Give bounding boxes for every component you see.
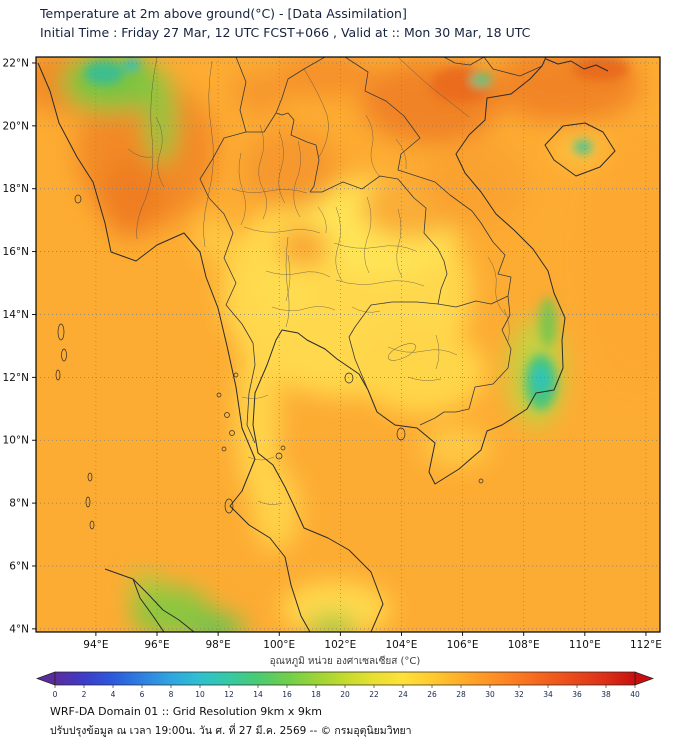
river-salween	[203, 60, 214, 248]
colorbar: 0 2 4 6 8 10 12 14 16 18 20 22 24 26 28 30 32 34 36 38 40	[35, 671, 655, 702]
longitude-tick-label: 100°E	[263, 639, 295, 651]
hainan-island	[544, 122, 616, 177]
colorbar-tick-label: 12	[224, 690, 234, 699]
colorbar-tick-label: 6	[140, 690, 145, 699]
colorbar-tick-label: 0	[53, 690, 58, 699]
longitude-tick-label: 96°E	[144, 639, 169, 651]
colorbar-tick-label: 40	[630, 690, 640, 699]
grid-lines	[36, 57, 660, 632]
coastline-china	[545, 58, 609, 72]
colorbar-tick-label: 18	[311, 690, 321, 699]
page-subtitle: Initial Time : Friday 27 Mar, 12 UTC FCS…	[40, 25, 531, 40]
map-frame	[35, 56, 661, 633]
colorbar-tick-label: 32	[514, 690, 524, 699]
colorbar-tick-label: 36	[572, 690, 582, 699]
colorbar-title: อุณหภูมิ หน่วย องศาเซลเซียส (°C)	[269, 656, 421, 667]
axis-labels: 94°E 96°E 98°E 100°E 102°E 104°E 106°E 108°E 110…	[3, 57, 662, 651]
latitude-tick-label: 18°N	[3, 183, 29, 195]
latitude-tick-label: 20°N	[3, 120, 29, 132]
border-mekong-northeast	[310, 175, 448, 305]
colorbar-arrow-max	[634, 671, 655, 686]
colorbar-tick-label: 20	[340, 690, 350, 699]
islands	[55, 194, 484, 530]
colorbar-arrow-min	[35, 671, 56, 686]
colorbar-tick-label: 34	[543, 690, 553, 699]
coastlines	[37, 57, 616, 632]
colorbar-tick-label: 26	[427, 690, 437, 699]
longitude-tick-label: 106°E	[447, 639, 479, 651]
longitude-tick-label: 102°E	[324, 639, 356, 651]
colorbar-tick-label: 16	[282, 690, 292, 699]
latitude-tick-label: 22°N	[3, 57, 29, 69]
coastline-sumatra	[104, 568, 195, 632]
rivers-and-lakes	[136, 57, 470, 361]
border-myanmar-china	[235, 57, 247, 133]
map-container: 94°E 96°E 98°E 100°E 102°E 104°E 106°E 108°E 110…	[3, 56, 662, 651]
longitude-tick-label: 112°E	[630, 639, 662, 651]
latitude-tick-label: 10°N	[3, 435, 29, 447]
colorbar-tick-label: 24	[398, 690, 408, 699]
longitude-tick-label: 110°E	[569, 639, 601, 651]
border-cambodia-vietnam	[419, 295, 512, 426]
colorbar-tick-label: 22	[369, 690, 379, 699]
coastline-east	[252, 57, 566, 632]
river-mekong-upper	[303, 68, 329, 158]
latitude-tick-label: 12°N	[3, 372, 29, 384]
page-title: Temperature at 2m above ground(°C) - [Da…	[40, 6, 407, 21]
border-laos-vietnam	[344, 57, 512, 297]
footer-domain-info: WRF-DA Domain 01 :: Grid Resolution 9km …	[50, 705, 322, 718]
temperature-field-details	[84, 57, 629, 410]
temperature-map: 94°E 96°E 98°E 100°E 102°E 104°E 106°E 108°E 110…	[3, 56, 662, 651]
colorbar-ticks: 0 2 4 6 8 10 12 14 16 18 20 22 24 26 28 30 32 34 36 38 40	[53, 685, 640, 699]
river-red	[397, 57, 470, 118]
river-chao-phraya	[285, 236, 290, 328]
latitude-tick-label: 8°N	[9, 498, 29, 510]
country-borders	[199, 57, 543, 444]
footer-update-info: ปรับปรุงข้อมูล ณ เวลา 19:00น. วัน ศ. ที่…	[50, 725, 412, 737]
colorbar-gradient	[54, 671, 636, 686]
colorbar-tick-label: 10	[195, 690, 205, 699]
lake-tonle-sap	[387, 343, 417, 361]
border-laos-cambodia	[437, 295, 509, 308]
latitude-tick-label: 6°N	[9, 560, 29, 572]
border-china-vietnam	[443, 57, 543, 77]
border-thailand-cambodia	[348, 301, 439, 391]
colorbar-tick-label: 28	[456, 690, 466, 699]
colorbar-tick-label: 4	[111, 690, 116, 699]
colorbar-tick-label: 2	[82, 690, 87, 699]
colorbar-tick-label: 38	[601, 690, 611, 699]
longitude-tick-label: 98°E	[206, 639, 231, 651]
latitude-tick-label: 14°N	[3, 309, 29, 321]
border-laos-china	[275, 57, 326, 114]
longitude-tick-label: 104°E	[386, 639, 418, 651]
colorbar-tick-label: 30	[485, 690, 495, 699]
province-borders	[127, 114, 510, 505]
colorbar-tick-label: 14	[253, 690, 263, 699]
latitude-tick-label: 4°N	[9, 623, 29, 635]
colorbar-tick-label: 8	[169, 690, 174, 699]
latitude-tick-label: 16°N	[3, 246, 29, 258]
border-thailand-laos-north	[275, 112, 320, 193]
longitude-tick-label: 94°E	[83, 639, 108, 651]
border-myanmar-thailand	[199, 112, 277, 444]
coastline-west	[37, 62, 311, 632]
longitude-tick-label: 108°E	[508, 639, 540, 651]
river-irrawaddy	[136, 57, 158, 240]
